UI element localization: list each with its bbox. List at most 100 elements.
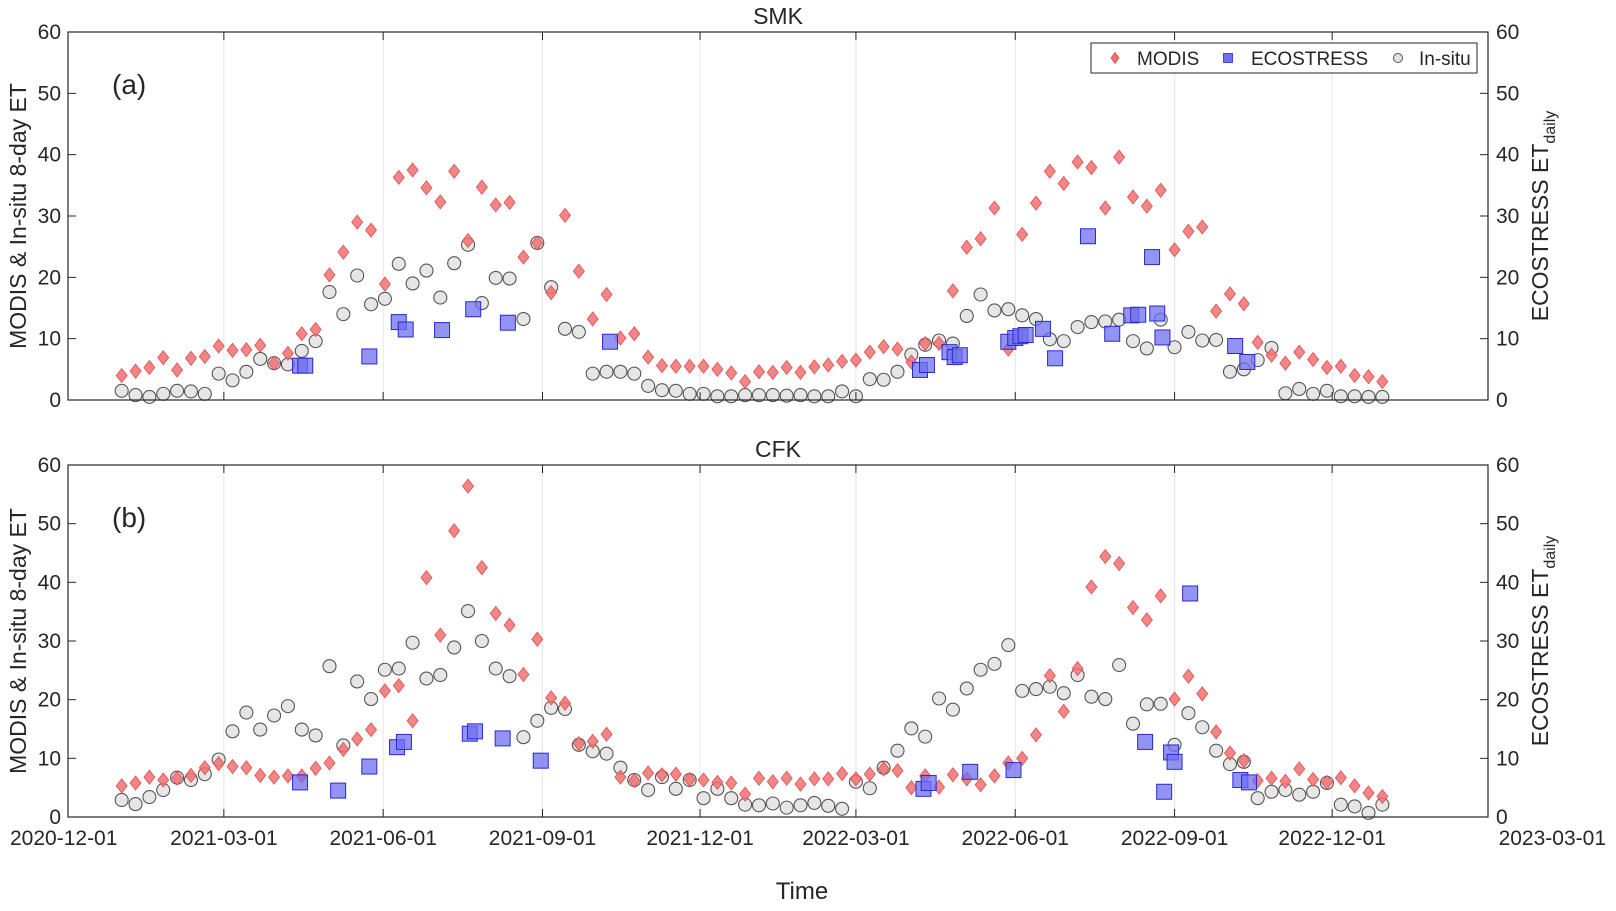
data-point — [197, 386, 212, 401]
y-tick-label-right: 0 — [1496, 806, 1508, 829]
data-point — [517, 249, 530, 265]
data-point — [292, 774, 309, 791]
data-point — [586, 733, 599, 749]
y-axis-label-left: MODIS & In-situ 8-day ET — [5, 508, 31, 774]
data-point — [1223, 286, 1236, 302]
data-point — [405, 276, 420, 291]
data-point — [405, 635, 420, 650]
data-point — [297, 357, 314, 374]
data-point — [156, 386, 171, 401]
y-tick-label-left: 60 — [38, 454, 61, 477]
data-point — [351, 214, 364, 230]
data-point — [779, 800, 794, 815]
panel-label: (a) — [112, 69, 146, 100]
y-tick-label-left: 30 — [38, 205, 61, 228]
data-point — [268, 769, 281, 785]
data-point — [780, 359, 793, 376]
y-tick-label-left: 20 — [38, 266, 61, 289]
data-point — [780, 770, 793, 786]
data-point — [171, 770, 184, 786]
data-point — [711, 361, 724, 377]
series-in-situ — [114, 235, 1390, 404]
y-tick-label-right: 50 — [1496, 513, 1519, 536]
data-point — [711, 774, 724, 791]
data-point — [391, 256, 406, 271]
data-point — [474, 633, 489, 649]
legend-marker-circle-icon — [1393, 53, 1403, 63]
data-point — [890, 364, 905, 379]
data-point — [1293, 761, 1306, 777]
data-point — [849, 352, 862, 368]
data-point — [1265, 770, 1278, 786]
data-point — [212, 338, 225, 354]
data-point — [973, 662, 988, 677]
data-point — [1348, 778, 1361, 794]
data-point — [1196, 219, 1209, 235]
data-point — [918, 357, 935, 374]
data-point — [350, 268, 365, 283]
data-point — [378, 683, 391, 699]
data-point — [808, 359, 821, 375]
data-point — [1223, 745, 1236, 761]
data-point — [891, 341, 904, 357]
data-point — [1292, 381, 1307, 397]
x-tick-label: 2021-12-01 — [646, 827, 753, 850]
data-point — [794, 776, 807, 792]
y-tick-label-right: 10 — [1496, 328, 1519, 351]
data-point — [987, 656, 1002, 671]
y-tick-label-right: 20 — [1496, 689, 1519, 712]
data-point — [1099, 548, 1112, 565]
data-point — [226, 342, 239, 358]
data-point — [1264, 784, 1279, 799]
data-point — [517, 666, 530, 683]
data-point — [1293, 344, 1306, 360]
data-point — [1306, 386, 1321, 401]
data-point — [1250, 791, 1265, 806]
data-point — [1182, 585, 1199, 602]
data-point — [959, 681, 974, 696]
data-point — [876, 372, 891, 387]
data-point — [448, 523, 461, 539]
data-point — [793, 798, 808, 813]
data-point — [1361, 389, 1376, 404]
data-point — [1112, 658, 1127, 673]
data-point — [1320, 359, 1333, 376]
data-point — [1251, 334, 1264, 350]
data-point — [725, 775, 738, 791]
data-point — [350, 674, 365, 689]
data-point — [253, 351, 268, 366]
data-point — [862, 372, 877, 387]
data-point — [1210, 303, 1223, 319]
data-point — [488, 270, 503, 285]
data-point — [905, 780, 918, 796]
data-point — [1144, 249, 1161, 266]
data-point — [240, 760, 253, 776]
data-point — [378, 276, 391, 292]
data-point — [863, 344, 876, 360]
data-point — [170, 383, 185, 398]
y-tick-label-left: 10 — [38, 328, 61, 351]
data-point — [142, 790, 157, 805]
data-point — [268, 355, 281, 371]
data-point — [1139, 697, 1154, 712]
data-point — [974, 777, 987, 793]
data-point — [309, 321, 322, 338]
data-point — [655, 358, 668, 374]
data-point — [239, 364, 254, 379]
y-tick-label-left: 50 — [38, 513, 61, 536]
y-tick-label-right: 10 — [1496, 747, 1519, 770]
y-axis-label-right: ECOSTRESS ETdaily — [1527, 111, 1559, 322]
data-point — [1099, 200, 1112, 216]
data-point — [225, 373, 240, 388]
data-point — [198, 348, 211, 365]
data-point — [766, 364, 779, 381]
data-point — [129, 775, 142, 791]
data-point — [765, 796, 780, 811]
legend-item-modis: MODIS — [1110, 49, 1199, 70]
data-point — [627, 366, 642, 381]
data-point — [254, 767, 267, 783]
data-point — [946, 767, 959, 783]
data-point — [433, 667, 448, 683]
data-point — [863, 766, 876, 782]
data-point — [655, 767, 668, 783]
